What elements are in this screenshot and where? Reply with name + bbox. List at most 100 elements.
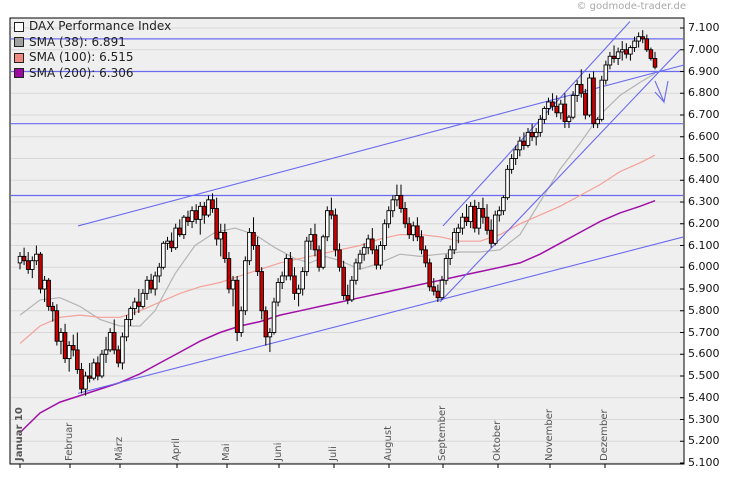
candle-down — [341, 266, 346, 296]
candle-down — [312, 234, 318, 251]
legend-item-sma38: SMA (38): 6.891 — [11, 35, 683, 51]
candle-up — [42, 279, 47, 290]
candle-down — [95, 362, 101, 377]
candle-up — [296, 288, 301, 294]
y-tick-label: 5.400 — [688, 390, 720, 404]
candle-up — [238, 310, 244, 333]
y-tick-label: 6.000 — [688, 260, 720, 274]
candle-down — [226, 258, 232, 290]
y-tick-label: 7.100 — [688, 21, 720, 34]
candle-up — [189, 210, 195, 223]
candle-down — [484, 216, 490, 231]
candle-up — [456, 227, 461, 233]
candle-up — [173, 227, 178, 249]
candle-up — [34, 253, 39, 262]
candle-up — [198, 205, 203, 220]
candle-up — [300, 271, 305, 290]
candle-up — [533, 131, 539, 138]
legend-label: SMA (100): 6.515 — [29, 50, 134, 65]
y-tick-label: 5.500 — [688, 369, 720, 382]
legend-swatch-sma100 — [14, 52, 24, 63]
candle-up — [460, 216, 465, 229]
candle-up — [636, 36, 641, 42]
candle-up — [218, 231, 223, 240]
candle-up — [365, 238, 371, 249]
candle-down — [263, 310, 269, 338]
legend-label: SMA (38): 6.891 — [29, 34, 126, 49]
candle-up — [247, 231, 252, 262]
candle-up — [17, 255, 23, 264]
x-tick-label: Dezember — [599, 409, 610, 461]
candle-down — [25, 260, 31, 270]
legend-label: SMA (200): 6.306 — [29, 65, 134, 80]
gridlines — [11, 27, 683, 464]
legend-swatch-sma38 — [14, 37, 24, 48]
candle-up — [165, 240, 170, 244]
candle-down — [329, 210, 334, 216]
legend-item-sma200: SMA (200): 6.306 — [11, 66, 683, 82]
candle-down — [111, 332, 117, 351]
candle-down — [529, 131, 535, 138]
candle-up — [181, 216, 187, 236]
candle-down — [423, 249, 428, 264]
candle-up — [128, 308, 133, 320]
candle-up — [152, 275, 158, 290]
legend-swatch-sma200 — [14, 68, 24, 79]
candle-up — [570, 94, 576, 118]
candle-up — [157, 266, 162, 277]
candle-up — [439, 279, 445, 299]
candle-up — [599, 79, 604, 120]
y-tick-label: 6.900 — [688, 64, 720, 78]
candle-up — [394, 195, 400, 201]
candle-up — [607, 55, 613, 66]
candle-up — [390, 199, 396, 212]
candle-down — [177, 227, 183, 236]
candle-up — [558, 103, 564, 114]
candle-up — [452, 231, 457, 251]
candle-down — [464, 216, 469, 223]
candle-down — [644, 38, 650, 51]
candle-up — [411, 225, 416, 236]
candle-up — [120, 336, 125, 364]
y-tick-label: 7.000 — [688, 42, 720, 56]
candle-down — [255, 245, 260, 273]
candle-down — [71, 345, 76, 351]
candle-down — [333, 214, 338, 251]
candle-down — [169, 240, 174, 249]
y-tick-label: 5.700 — [688, 325, 720, 339]
y-tick-label: 6.300 — [688, 195, 720, 208]
candle-up — [513, 149, 518, 159]
legend-swatch-dax — [14, 21, 24, 32]
x-tick-label: Mai — [221, 443, 232, 461]
candle-up — [144, 279, 150, 294]
y-tick-label: 6.500 — [688, 151, 720, 165]
y-tick-label: 6.100 — [688, 238, 720, 252]
trendline — [439, 49, 681, 303]
candle-down — [374, 249, 379, 266]
trendline — [77, 236, 685, 394]
candle-up — [615, 51, 621, 59]
candle-down — [648, 49, 654, 59]
y-tick-label: 6.600 — [688, 129, 720, 143]
candle-up — [443, 258, 449, 281]
candle-up — [386, 210, 391, 225]
candle-up — [279, 275, 285, 283]
candle-down — [116, 349, 121, 364]
candle-down — [288, 258, 293, 277]
y-tick-label: 6.800 — [688, 86, 720, 100]
candle-down — [62, 332, 68, 360]
candle-up — [103, 349, 109, 355]
candle-down — [222, 231, 228, 259]
sma-line — [19, 199, 656, 434]
candle-up — [243, 260, 248, 312]
candle-down — [415, 225, 420, 238]
down-arrow-annotation — [654, 80, 669, 104]
candle-up — [619, 49, 625, 53]
candle-up — [525, 131, 531, 146]
candle-up — [603, 64, 609, 81]
candle-up — [497, 210, 502, 216]
candle-down — [148, 279, 154, 290]
arrow-head — [654, 91, 665, 103]
candle-down — [38, 253, 43, 290]
